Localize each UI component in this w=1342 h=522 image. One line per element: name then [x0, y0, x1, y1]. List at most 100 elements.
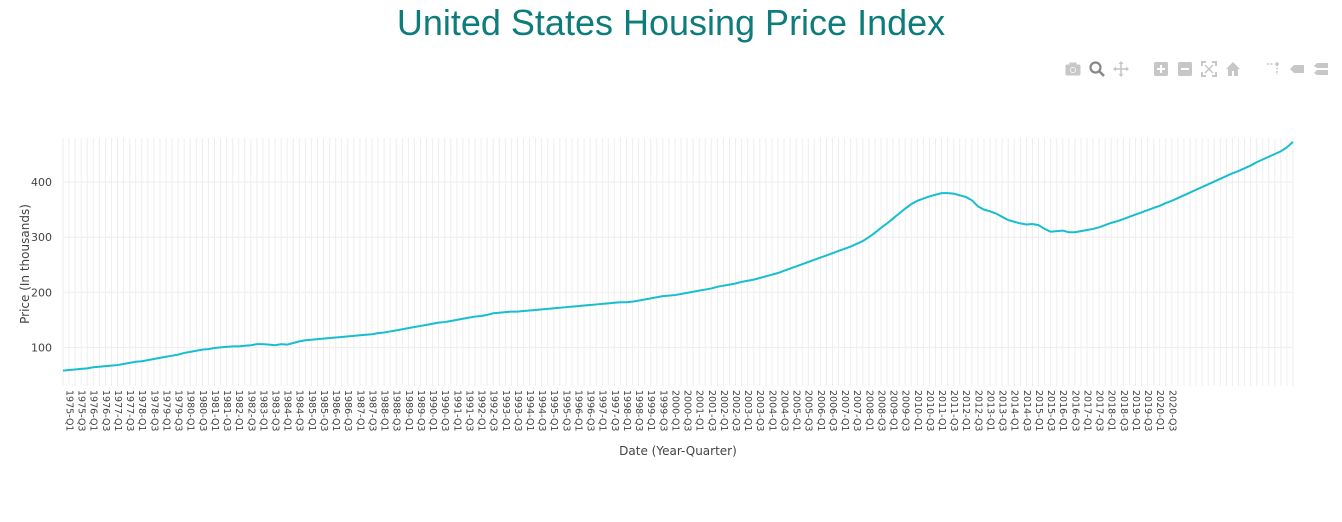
zoom-icon[interactable]	[1088, 60, 1106, 78]
x-tick-label: 1988-Q3	[391, 390, 402, 431]
reset-axes-icon[interactable]	[1224, 60, 1242, 78]
x-tick-label: 1983-Q3	[270, 390, 281, 431]
x-axis: 1975-Q1 1975-Q3 1976-Q1 1976-Q3 1977-Q1 1977-…	[64, 390, 1178, 431]
x-tick-label: 1996-Q1	[572, 390, 583, 431]
x-tick-label: 2010-Q3	[924, 390, 935, 431]
x-tick-label: 2008-Q1	[863, 390, 874, 431]
x-tick-label: 1994-Q3	[536, 390, 547, 431]
series-line[interactable]	[62, 141, 1294, 372]
x-tick-label: 1998-Q3	[633, 390, 644, 431]
y-tick-label: 400	[31, 176, 52, 189]
x-tick-label: 2020-Q3	[1166, 390, 1177, 431]
x-tick-label: 1996-Q3	[585, 390, 596, 431]
x-tick-label: 1976-Q1	[88, 390, 99, 431]
x-tick-label: 2008-Q3	[875, 390, 886, 431]
x-tick-label: 1981-Q3	[221, 390, 232, 431]
x-tick-label: 2000-Q3	[682, 390, 693, 431]
zoom-out-icon[interactable]	[1176, 60, 1194, 78]
y-tick-label: 200	[31, 286, 52, 299]
autoscale-icon[interactable]	[1200, 60, 1218, 78]
camera-icon[interactable]	[1064, 60, 1082, 78]
x-tick-label: 1984-Q3	[294, 390, 305, 431]
x-tick-label: 2012-Q1	[960, 390, 971, 431]
x-tick-label: 1977-Q1	[112, 390, 123, 431]
x-tick-label: 1993-Q1	[500, 390, 511, 431]
x-tick-label: 1987-Q1	[354, 390, 365, 431]
x-tick-label: 2012-Q3	[972, 390, 983, 431]
x-tick-label: 1990-Q3	[439, 390, 450, 431]
x-tick-label: 2020-Q1	[1154, 390, 1165, 431]
x-tick-label: 2005-Q3	[803, 390, 814, 431]
y-tick-label: 300	[31, 231, 52, 244]
x-tick-label: 1985-Q1	[306, 390, 317, 431]
x-axis-title: Date (Year-Quarter)	[619, 444, 737, 458]
x-tick-label: 1986-Q3	[342, 390, 353, 431]
x-tick-label: 2007-Q1	[839, 390, 850, 431]
x-tick-label: 2004-Q1	[766, 390, 777, 431]
zoom-in-icon[interactable]	[1152, 60, 1170, 78]
y-axis: 100 200 300 400	[31, 176, 52, 354]
hover-closest-icon[interactable]	[1288, 60, 1306, 78]
x-tick-label: 1991-Q3	[463, 390, 474, 431]
x-tick-label: 2009-Q1	[888, 390, 899, 431]
chart-title: United States Housing Price Index	[396, 2, 946, 43]
x-tick-label: 1999-Q1	[645, 390, 656, 431]
x-tick-label: 1975-Q3	[76, 390, 87, 431]
x-tick-label: 2001-Q1	[694, 390, 705, 431]
x-tick-label: 2006-Q3	[827, 390, 838, 431]
x-tick-label: 1989-Q3	[415, 390, 426, 431]
hover-compare-icon[interactable]	[1312, 60, 1330, 78]
x-tick-label: 2016-Q1	[1057, 390, 1068, 431]
x-tick-label: 2014-Q1	[1009, 390, 1020, 431]
x-tick-label: 2002-Q1	[718, 390, 729, 431]
x-tick-label: 2006-Q1	[815, 390, 826, 431]
x-tick-label: 1983-Q1	[257, 390, 268, 431]
x-tick-label: 1979-Q3	[173, 390, 184, 431]
x-tick-label: 1978-Q1	[136, 390, 147, 431]
x-tick-label: 1981-Q1	[209, 390, 220, 431]
x-tick-label: 2002-Q3	[730, 390, 741, 431]
x-tick-label: 1975-Q1	[64, 390, 75, 431]
y-tick-label: 100	[31, 341, 52, 354]
spike-lines-icon[interactable]	[1264, 60, 1282, 78]
x-tick-label: 2019-Q3	[1142, 390, 1153, 431]
x-tick-label: 1987-Q3	[366, 390, 377, 431]
x-tick-label: 1990-Q1	[427, 390, 438, 431]
x-tick-label: 1982-Q1	[233, 390, 244, 431]
pan-icon[interactable]	[1112, 60, 1130, 78]
x-tick-label: 2015-Q3	[1045, 390, 1056, 431]
x-tick-label: 1994-Q1	[524, 390, 535, 431]
x-tick-label: 1997-Q3	[609, 390, 620, 431]
x-tick-label: 1998-Q1	[621, 390, 632, 431]
x-tick-label: 1991-Q1	[451, 390, 462, 431]
x-tick-label: 1980-Q1	[185, 390, 196, 431]
x-tick-label: 2003-Q3	[754, 390, 765, 431]
x-tick-label: 1978-Q3	[148, 390, 159, 431]
x-tick-label: 2019-Q1	[1130, 390, 1141, 431]
x-tick-label: 1982-Q3	[245, 390, 256, 431]
x-tick-label: 2007-Q3	[851, 390, 862, 431]
y-axis-title: Price (In thousands)	[18, 204, 32, 324]
x-tick-label: 1999-Q3	[657, 390, 668, 431]
x-tick-label: 1985-Q3	[318, 390, 329, 431]
grid	[62, 138, 1294, 386]
x-tick-label: 2004-Q3	[778, 390, 789, 431]
x-tick-label: 1986-Q1	[330, 390, 341, 431]
x-tick-label: 1993-Q3	[512, 390, 523, 431]
x-tick-label: 1976-Q3	[100, 390, 111, 431]
x-tick-label: 1992-Q3	[488, 390, 499, 431]
x-tick-label: 1995-Q1	[548, 390, 559, 431]
x-tick-label: 2011-Q3	[948, 390, 959, 431]
x-tick-label: 2000-Q1	[669, 390, 680, 431]
x-tick-label: 2013-Q1	[984, 390, 995, 431]
x-tick-label: 2001-Q3	[706, 390, 717, 431]
x-tick-label: 2018-Q3	[1118, 390, 1129, 431]
modebar	[1064, 60, 1330, 78]
x-tick-label: 2009-Q3	[900, 390, 911, 431]
x-tick-label: 1988-Q1	[379, 390, 390, 431]
x-tick-label: 1980-Q3	[197, 390, 208, 431]
x-tick-label: 1984-Q1	[282, 390, 293, 431]
x-tick-label: 2014-Q3	[1021, 390, 1032, 431]
x-tick-label: 1979-Q1	[160, 390, 171, 431]
